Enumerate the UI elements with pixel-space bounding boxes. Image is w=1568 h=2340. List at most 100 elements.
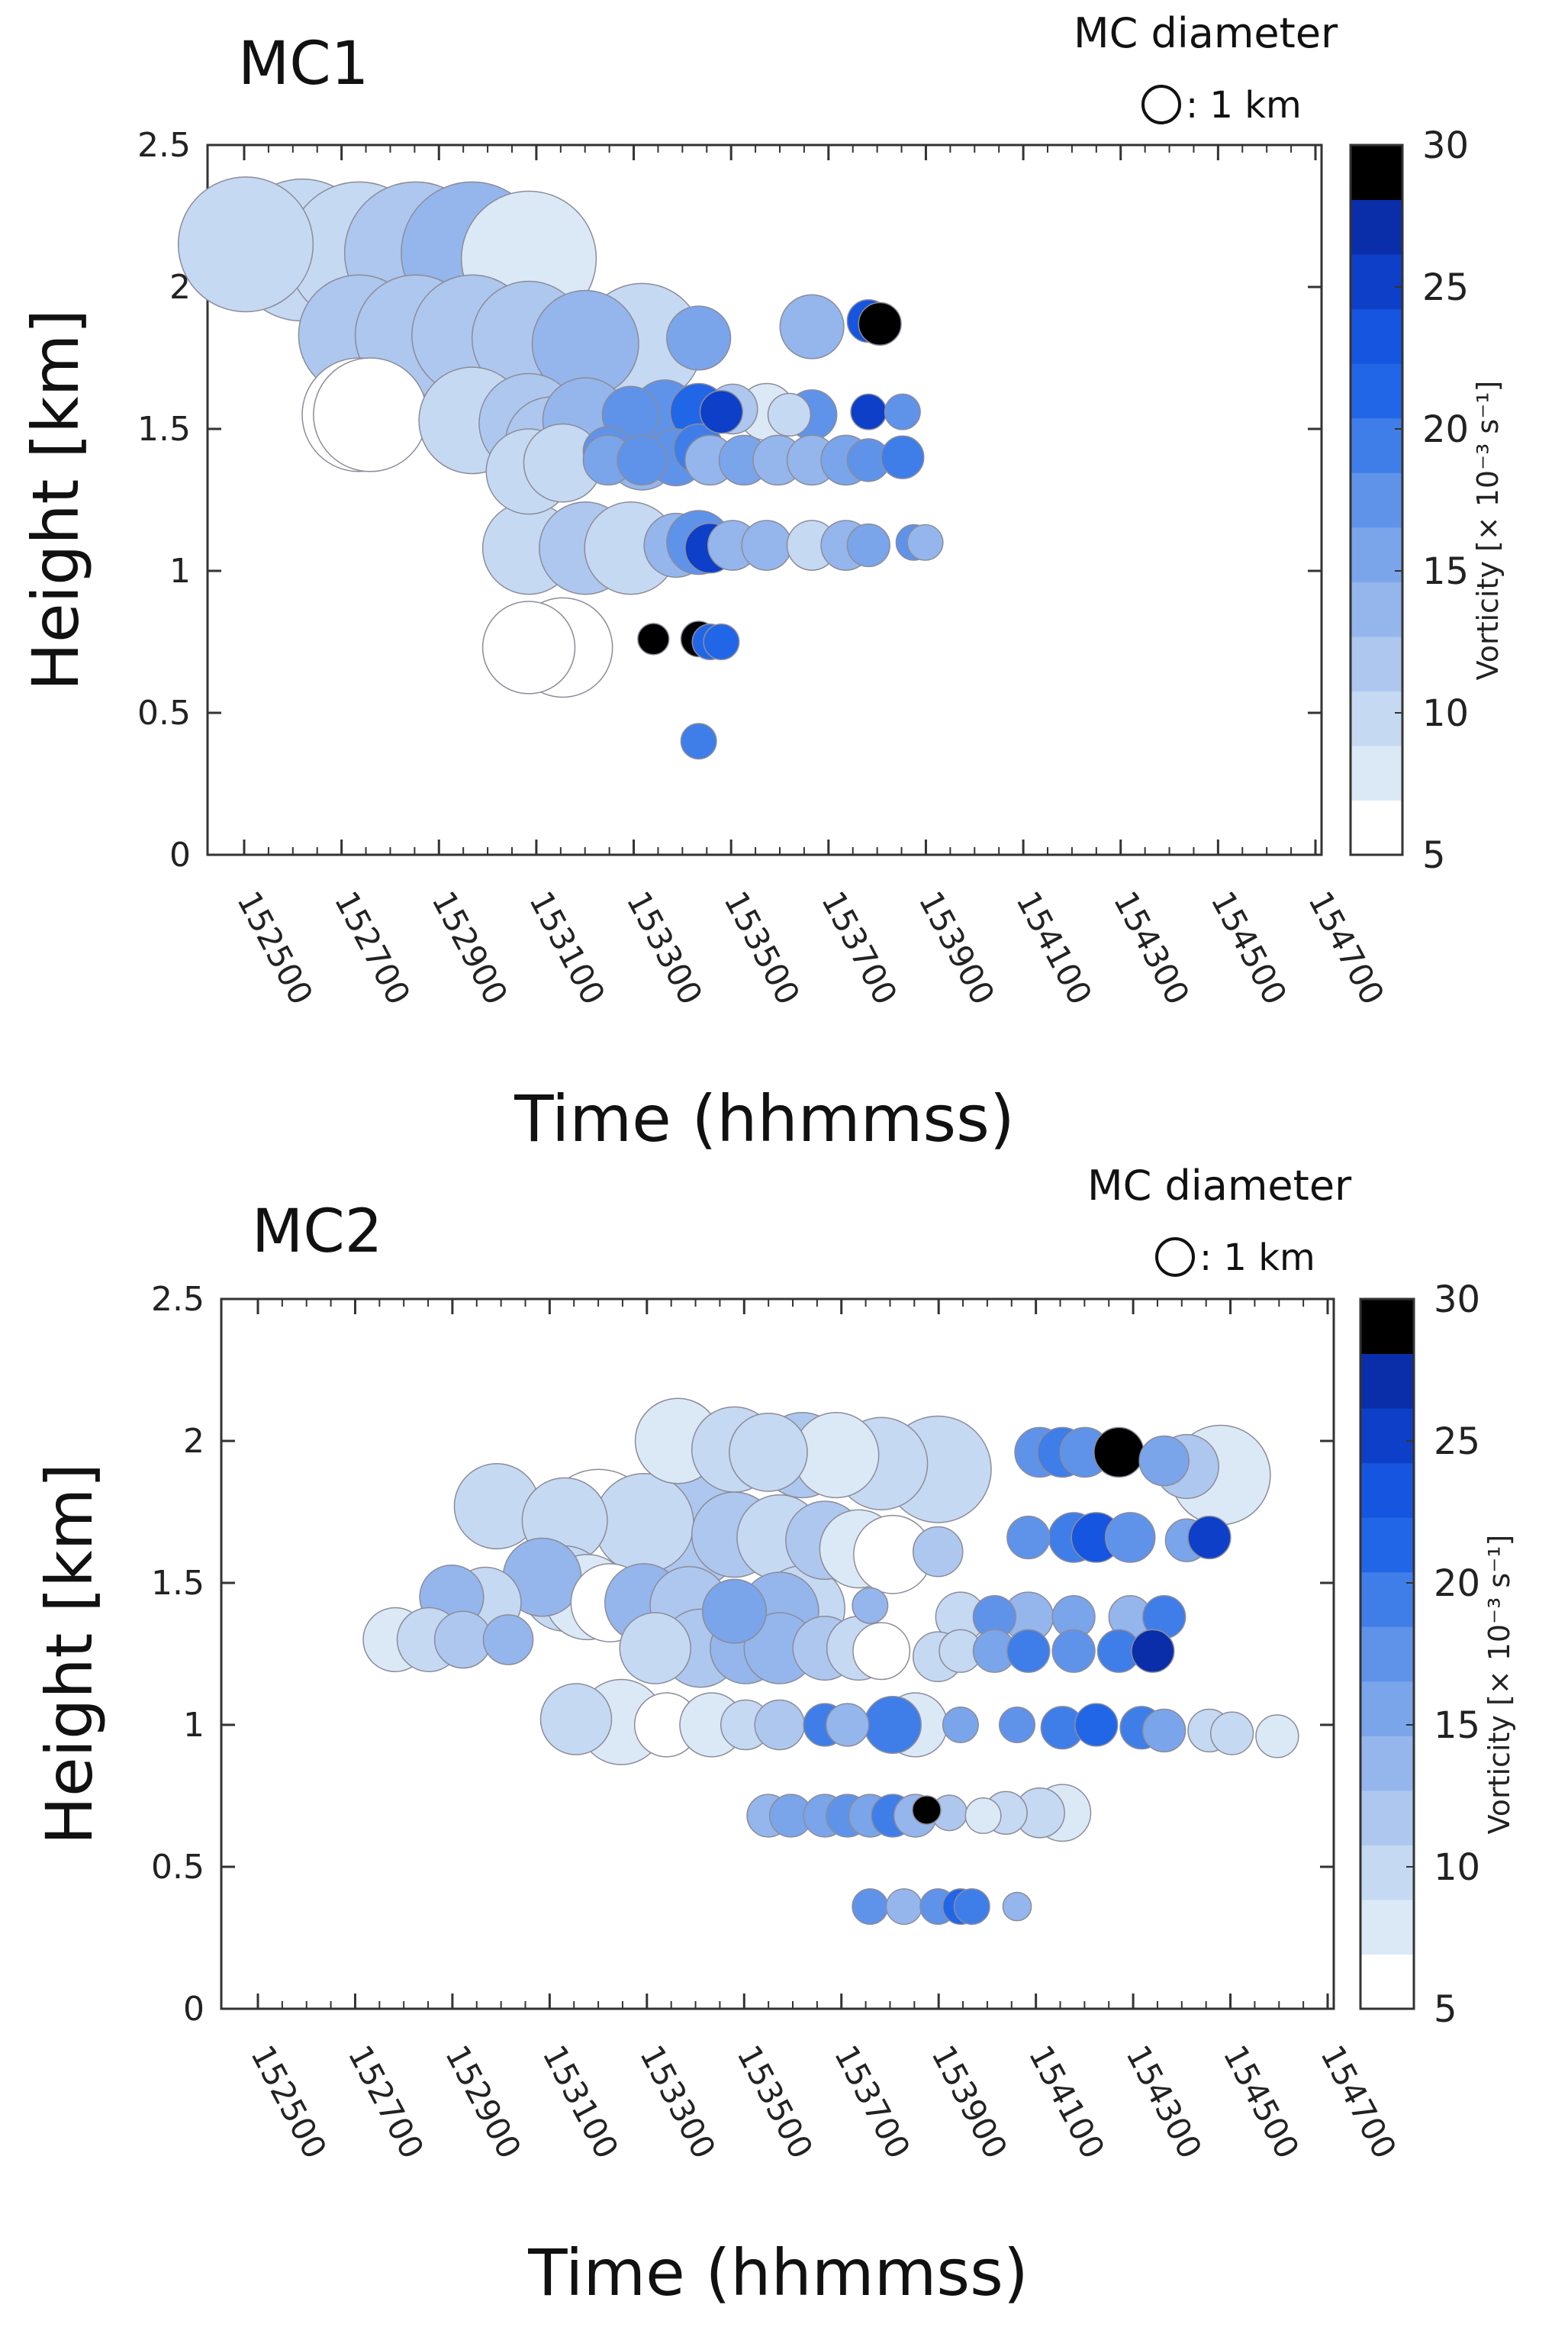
x-tick-label: 153100 (536, 2039, 626, 2165)
y-tick-label: 1 (183, 1706, 204, 1745)
vortex-bubble (942, 1707, 979, 1743)
vortex-bubble (885, 1888, 922, 1926)
x-tick-label: 152700 (341, 2039, 432, 2165)
colorbar-tick-label: 5 (1434, 1988, 1457, 2031)
legend-title: MC diameter (1074, 9, 1338, 57)
vortex-bubble (666, 305, 732, 371)
x-tick-label: 154300 (1106, 885, 1197, 1011)
vortex-bubble (1131, 1629, 1175, 1673)
legend-note: : 1 km (1199, 1236, 1315, 1279)
vortex-bubble (864, 1696, 922, 1754)
vortex-bubble (1093, 1426, 1145, 1478)
y-tick-label: 0 (183, 1990, 204, 2029)
y-tick-label: 1.5 (137, 410, 191, 449)
panel-title: MC2 (252, 1197, 382, 1266)
colorbar-segment (1351, 582, 1402, 637)
colorbar-label: Vorticity [× 10⁻³ s⁻¹] (1471, 381, 1505, 681)
vortex-bubble (1138, 1435, 1190, 1487)
vortex-bubble (703, 624, 740, 660)
colorbar-segment (1351, 527, 1402, 582)
vortex-bubble (779, 294, 845, 359)
vortex-bubble (619, 1612, 691, 1684)
colorbar-tick-label: 15 (1422, 550, 1469, 593)
vortex-bubble (1255, 1714, 1299, 1758)
colorbar-segment (1351, 145, 1402, 201)
vortex-bubble (1104, 1512, 1156, 1563)
x-tick-label: 153500 (729, 2039, 820, 2165)
x-tick-label: 153300 (633, 2039, 723, 2165)
colorbar-segment (1360, 1517, 1414, 1573)
colorbar: 5 10 15 20 25 30 Vorticity [× 10⁻³ s⁻¹] (1359, 1278, 1516, 2031)
x-tick-label: 154700 (1301, 885, 1392, 1011)
vortex-bubble (850, 393, 887, 430)
x-tick-label: 154100 (1009, 885, 1100, 1011)
vortex-bubble (881, 435, 925, 479)
legend-circle (1141, 85, 1181, 124)
x-tick-label: 152700 (327, 885, 418, 1011)
x-tick-label: 154300 (1119, 2039, 1209, 2165)
colorbar-tick-label: 20 (1422, 408, 1469, 451)
vortex-bubble (701, 1578, 768, 1644)
x-tick-label: 154100 (1022, 2039, 1112, 2165)
colorbar-segment (1360, 1626, 1414, 1682)
y-tick-label: 0.5 (151, 1848, 204, 1887)
y-tick-label: 2.5 (137, 126, 191, 165)
colorbar-segment (1360, 1571, 1414, 1627)
colorbar-frame (1349, 143, 1404, 856)
vortex-bubble (1074, 1703, 1119, 1747)
colorbar-segment (1351, 417, 1402, 473)
vortex-bubble (539, 1683, 613, 1755)
vortex-bubble (846, 523, 890, 568)
y-axis-title: Height [km] (32, 1463, 107, 1845)
vortex-bubble (1209, 1711, 1254, 1755)
legend-title: MC diameter (1087, 1162, 1352, 1210)
colorbar-tick-label: 25 (1422, 266, 1469, 309)
vortex-bubble (858, 301, 902, 346)
colorbar-segment (1360, 1681, 1414, 1736)
colorbar-tick-label: 20 (1434, 1562, 1480, 1605)
y-tick-label: 2.5 (151, 1280, 204, 1319)
vortex-bubble (482, 1614, 534, 1665)
x-axis-title: Time (hhmmss) (514, 1081, 1014, 1156)
colorbar-segment (1360, 1462, 1414, 1518)
y-tick-label: 0.5 (137, 694, 191, 733)
vortex-bubble (852, 1622, 911, 1681)
vortex-bubble (680, 723, 717, 760)
vortex-bubble (1002, 1891, 1032, 1922)
legend-circle (1155, 1237, 1195, 1277)
x-tick-label: 152900 (424, 885, 515, 1011)
x-tick-label: 153900 (924, 2039, 1015, 2165)
colorbar-tick-label: 10 (1434, 1846, 1480, 1889)
colorbar-segment (1360, 1954, 1414, 2010)
vortex-bubble (1187, 1515, 1232, 1560)
x-tick-label: 153300 (620, 885, 710, 1011)
colorbar-tick-label: 15 (1434, 1704, 1480, 1747)
vortex-bubble (617, 434, 668, 486)
vortex-bubble (594, 1473, 694, 1574)
vortex-bubble (741, 520, 793, 571)
legend-note: : 1 km (1186, 84, 1302, 127)
colorbar-segment (1351, 636, 1402, 691)
colorbar-segment (1360, 1899, 1414, 1955)
vortex-bubble (699, 390, 744, 434)
x-tick-label: 152500 (243, 2039, 334, 2165)
y-tick-label: 1.5 (151, 1564, 204, 1603)
colorbar-tick-label: 25 (1434, 1420, 1480, 1463)
x-tick-label: 152500 (230, 885, 320, 1011)
vortex-bubble (1006, 1515, 1051, 1560)
colorbar-tick-label: 5 (1422, 834, 1446, 877)
colorbar-segment (1351, 745, 1402, 801)
x-tick-label: 153900 (912, 885, 1003, 1011)
x-tick-label: 153700 (827, 2039, 918, 2165)
vortex-bubble (1142, 1708, 1186, 1753)
x-tick-label: 153100 (522, 885, 613, 1011)
colorbar-frame (1359, 1297, 1415, 2010)
colorbar-label: Vorticity [× 10⁻³ s⁻¹] (1483, 1535, 1516, 1835)
colorbar-segment (1360, 1845, 1414, 1900)
x-tick-label: 154700 (1313, 2039, 1404, 2165)
vortex-bubble (884, 393, 921, 430)
vortex-bubble (852, 1587, 889, 1624)
colorbar-segment (1351, 472, 1402, 528)
